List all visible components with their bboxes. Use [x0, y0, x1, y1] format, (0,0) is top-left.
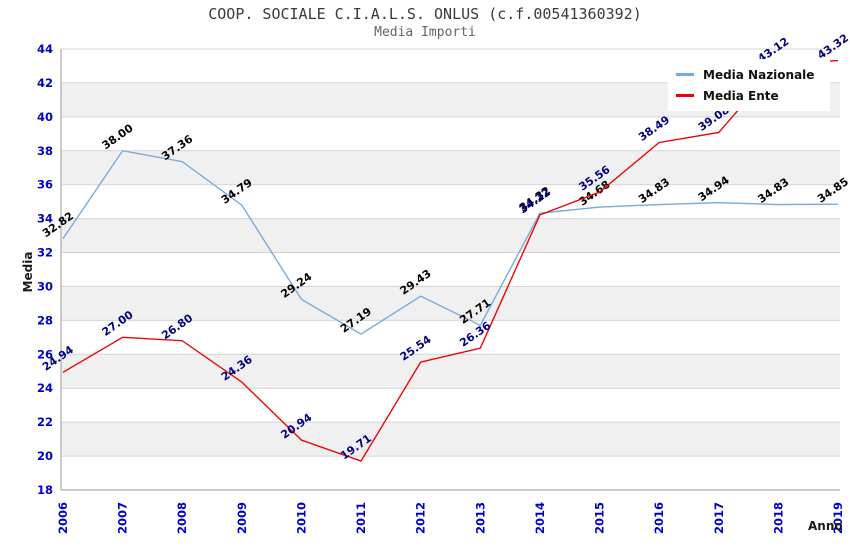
- svg-text:2006: 2006: [56, 502, 70, 534]
- svg-text:2017: 2017: [712, 502, 726, 534]
- svg-text:24: 24: [37, 381, 53, 395]
- legend-label-media-ente: Media Ente: [703, 88, 779, 103]
- svg-text:2016: 2016: [652, 502, 666, 534]
- legend-item-media-nazionale: Media Nazionale: [676, 64, 822, 85]
- svg-text:20: 20: [37, 449, 53, 463]
- chart-title: COOP. SOCIALE C.I.A.L.S. ONLUS (c.f.0054…: [208, 5, 642, 23]
- y-tick-labels: 18 20 22 24 26 28 30 32 34 36 38 40 42 44: [37, 42, 53, 497]
- svg-text:2019: 2019: [831, 502, 845, 534]
- svg-text:42: 42: [37, 76, 53, 90]
- svg-text:2011: 2011: [354, 502, 368, 534]
- svg-text:2010: 2010: [294, 502, 308, 534]
- svg-text:28: 28: [37, 313, 53, 327]
- x-axis-label: Anno: [808, 519, 843, 533]
- svg-text:44: 44: [37, 42, 53, 56]
- series-line-media-ente: [62, 59, 839, 462]
- x-tick-labels: 2006 2007 2008 2009 2010 2011 2012 2013 2014 2015…: [56, 502, 845, 534]
- svg-text:2013: 2013: [473, 502, 487, 534]
- svg-text:34: 34: [37, 212, 53, 226]
- svg-text:22: 22: [37, 415, 53, 429]
- svg-text:2012: 2012: [414, 502, 428, 534]
- svg-text:26: 26: [37, 347, 53, 361]
- legend: Media Nazionale Media Ente: [668, 59, 830, 111]
- svg-text:2009: 2009: [235, 502, 249, 534]
- svg-text:38.49: 38.49: [636, 113, 672, 144]
- svg-text:2014: 2014: [533, 502, 547, 534]
- svg-text:2007: 2007: [116, 502, 130, 534]
- axis-spines: [60, 49, 840, 491]
- svg-text:36: 36: [37, 178, 53, 192]
- legend-swatch-media-ente: [676, 94, 694, 97]
- svg-text:30: 30: [37, 279, 53, 293]
- legend-swatch-media-nazionale: [676, 73, 694, 76]
- svg-text:40: 40: [37, 110, 53, 124]
- legend-item-media-ente: Media Ente: [676, 85, 822, 106]
- svg-text:38: 38: [37, 144, 53, 158]
- legend-label-media-nazionale: Media Nazionale: [703, 67, 815, 82]
- y-axis-label: Media: [21, 251, 35, 293]
- svg-text:18: 18: [37, 483, 53, 497]
- svg-text:2008: 2008: [175, 502, 189, 534]
- svg-text:2015: 2015: [593, 502, 607, 534]
- series-line-media-nazionale: [62, 150, 839, 335]
- svg-text:2018: 2018: [771, 502, 785, 534]
- svg-text:38.00: 38.00: [100, 121, 136, 152]
- svg-text:32: 32: [37, 246, 53, 260]
- chart-subtitle: Media Importi: [374, 25, 476, 40]
